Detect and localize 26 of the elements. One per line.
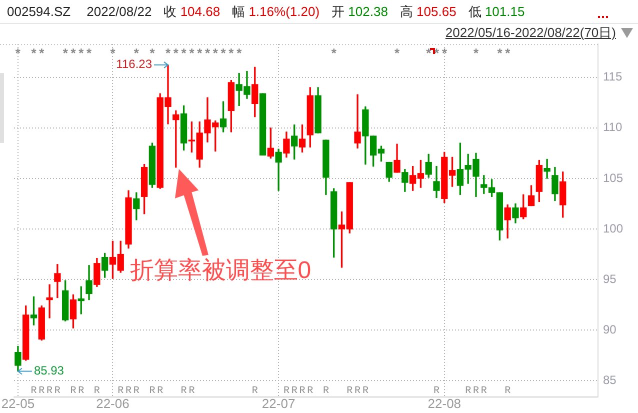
y-tick-label: 115 bbox=[603, 70, 622, 84]
text: 高 105.65 bbox=[400, 4, 456, 18]
text: 幅 1.16%(1.20) bbox=[232, 4, 320, 18]
chart-title: 002594.SZ bbox=[7, 4, 71, 19]
annotation: 折算率被调整至0 bbox=[130, 256, 312, 286]
text: 收 104.68 bbox=[164, 4, 220, 18]
candlestick bbox=[354, 94, 361, 148]
x-tick-label: 22-07 bbox=[262, 396, 296, 412]
annotation: RRRR RR R RRR RR RR R RRRR R RRR R RRR R bbox=[30, 386, 513, 398]
x-tick-label: 22-08 bbox=[428, 396, 462, 412]
y-tick-label: 95 bbox=[603, 272, 617, 286]
y-tick-label: 90 bbox=[603, 322, 617, 336]
text: 低 101.15 bbox=[468, 4, 525, 18]
x-tick-label: 22-06 bbox=[96, 396, 130, 412]
annotation: 85.93 bbox=[34, 364, 64, 378]
y-tick-label: 85 bbox=[603, 372, 617, 387]
y-tick-label: 100 bbox=[603, 221, 624, 236]
text: 2022/08/22 bbox=[86, 4, 152, 19]
x-tick-label: 22-05 bbox=[1, 396, 35, 412]
y-tick-label: 110 bbox=[603, 120, 622, 134]
y-tick-label: 105 bbox=[603, 170, 624, 185]
candlestick bbox=[46, 284, 53, 318]
candlestick bbox=[275, 148, 282, 191]
candlestick bbox=[544, 158, 550, 179]
chart-subtitle: 2022/05/16-2022/08/22(70日) bbox=[445, 25, 616, 41]
text: 开 102.38 bbox=[332, 4, 388, 18]
